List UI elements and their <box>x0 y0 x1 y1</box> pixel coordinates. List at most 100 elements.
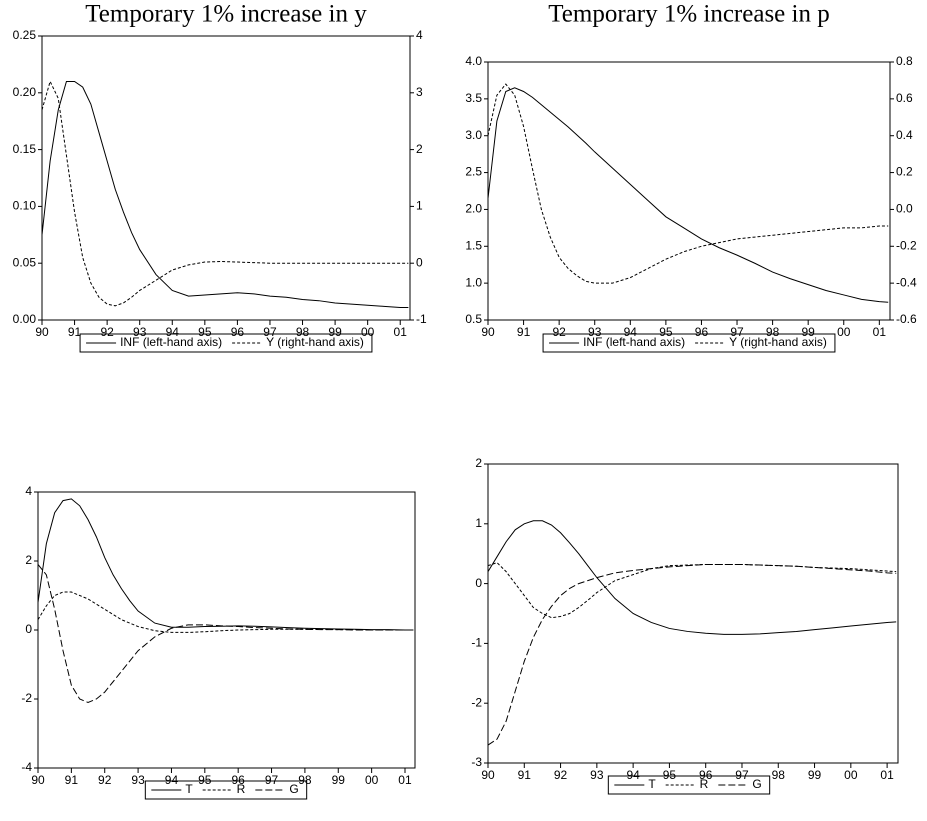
x-tick-label: 97 <box>730 325 744 339</box>
y-tick-label: 4 <box>25 484 32 498</box>
y-tick-label: 2.5 <box>465 165 482 179</box>
legend-label: Y (right-hand axis) <box>729 335 827 349</box>
x-tick-label: 97 <box>263 325 277 339</box>
y-tick-label: 3.0 <box>465 128 482 142</box>
x-tick-label: 95 <box>198 325 212 339</box>
y-tick-label: 0.5 <box>465 312 482 326</box>
x-tick-label: 01 <box>394 325 408 339</box>
x-tick-label: 93 <box>588 325 602 339</box>
x-tick-label: 92 <box>100 325 114 339</box>
x-tick-label: 96 <box>231 773 245 787</box>
x-tick-label: 90 <box>35 325 49 339</box>
series-line <box>41 80 409 308</box>
y2-tick-label: 3 <box>416 85 423 99</box>
legend-label: Y (right-hand axis) <box>266 335 364 349</box>
x-tick-label: 94 <box>165 773 179 787</box>
y2-tick-label: -0.6 <box>896 312 917 326</box>
y-tick-label: 2 <box>25 553 32 567</box>
x-tick-label: 93 <box>133 325 147 339</box>
legend-label: INF (left-hand axis) <box>120 335 222 349</box>
y-tick-label: 1.0 <box>465 275 482 289</box>
series-line <box>41 80 409 307</box>
x-tick-label: 94 <box>626 768 640 782</box>
legend-label: INF (left-hand axis) <box>583 335 685 349</box>
x-tick-label: 00 <box>365 773 379 787</box>
x-tick-label: 93 <box>131 773 145 787</box>
x-tick-label: 01 <box>880 768 894 782</box>
y2-tick-label: 0 <box>416 255 423 269</box>
plot-frame <box>487 61 891 321</box>
y-tick-label: -1 <box>471 636 482 650</box>
y-tick-label: 0.15 <box>13 142 37 156</box>
x-tick-label: 99 <box>328 325 342 339</box>
y-tick-label: 2 <box>475 456 482 470</box>
plot-frame <box>487 463 899 764</box>
legend-label: T <box>648 777 656 791</box>
y2-tick-label: 0.8 <box>896 54 913 68</box>
y-tick-label: -2 <box>21 691 32 705</box>
x-tick-label: 94 <box>624 325 638 339</box>
x-tick-label: 01 <box>398 773 412 787</box>
legend-label: R <box>700 777 709 791</box>
y-tick-label: 0 <box>475 576 482 590</box>
x-tick-label: 96 <box>695 325 709 339</box>
chart-title: Temporary 1% increase in p <box>548 1 829 28</box>
legend: INF (left-hand axis) Y (right-hand axis) <box>79 333 373 353</box>
series-line <box>37 498 414 631</box>
legend-frame <box>144 780 308 800</box>
x-tick-label: 99 <box>801 325 815 339</box>
x-tick-label: 92 <box>98 773 112 787</box>
y-tick-label: 0.00 <box>13 312 37 326</box>
x-tick-label: 96 <box>231 325 245 339</box>
y-tick-label: 4.0 <box>465 54 482 68</box>
x-tick-label: 92 <box>554 768 568 782</box>
series-line <box>487 563 897 746</box>
chart-title: Temporary 1% increase in y <box>85 1 367 28</box>
x-tick-label: 96 <box>699 768 713 782</box>
x-tick-label: 91 <box>517 325 531 339</box>
x-tick-label: 98 <box>298 773 312 787</box>
x-tick-label: 95 <box>663 768 677 782</box>
y2-tick-label: 0.4 <box>896 128 913 142</box>
legend-label: R <box>237 782 246 796</box>
legend-frame <box>79 333 373 353</box>
x-tick-label: 90 <box>481 768 495 782</box>
x-tick-label: 01 <box>873 325 887 339</box>
legend-label: G <box>289 782 298 796</box>
x-tick-label: 91 <box>68 325 82 339</box>
x-tick-label: 95 <box>659 325 673 339</box>
x-tick-label: 00 <box>837 325 851 339</box>
y2-tick-label: -0.4 <box>896 275 917 289</box>
x-tick-label: 00 <box>361 325 375 339</box>
y-tick-label: -3 <box>471 755 482 769</box>
x-tick-label: 97 <box>265 773 279 787</box>
x-tick-label: 90 <box>481 325 495 339</box>
y-tick-label: 1.5 <box>465 238 482 252</box>
x-tick-label: 90 <box>31 773 45 787</box>
y2-tick-label: 0.6 <box>896 91 913 105</box>
series-line <box>487 83 889 284</box>
x-tick-label: 95 <box>198 773 212 787</box>
legend-frame <box>542 333 836 353</box>
y-tick-label: -4 <box>21 760 32 774</box>
plot-frame <box>41 35 411 321</box>
y-tick-label: 0.10 <box>13 199 37 213</box>
y2-tick-label: 1 <box>416 199 423 213</box>
legend-label: G <box>752 777 761 791</box>
legend: INF (left-hand axis) Y (right-hand axis) <box>542 333 836 353</box>
y2-tick-label: -1 <box>416 312 427 326</box>
y2-tick-label: -0.2 <box>896 238 917 252</box>
x-tick-label: 99 <box>332 773 346 787</box>
x-tick-label: 91 <box>518 768 532 782</box>
legend-label: T <box>185 782 193 796</box>
y-tick-label: 0 <box>25 622 32 636</box>
x-tick-label: 92 <box>552 325 566 339</box>
x-tick-label: 98 <box>772 768 786 782</box>
y-tick-label: 1 <box>475 516 482 530</box>
x-tick-label: 99 <box>808 768 822 782</box>
y-tick-label: 2.0 <box>465 202 482 216</box>
series-line <box>37 564 414 703</box>
